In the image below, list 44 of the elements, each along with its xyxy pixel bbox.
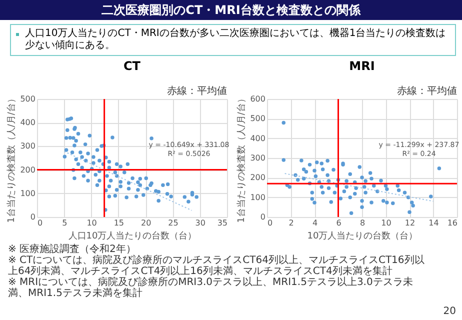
y-tick-label: 400 [20,118,36,128]
y-tick-label: 200 [250,173,266,182]
y-tick-label: 300 [20,142,36,151]
text: 20 [443,306,456,317]
text: ※ 医療施設調査（令和2年） [8,244,136,255]
y-tick-label: 500 [20,94,36,104]
x-tick-label: 5 [62,218,68,228]
text: 人口10万人当たりのCT・MRIの台数が多い二次医療圏においては、機器1台当たりの検査数は少ない傾向にある。 [10,24,456,56]
x-tick-label: 35 [217,218,228,228]
x-tick-label: 30 [195,218,206,228]
text: 赤線：平均値 [167,85,227,97]
x-tick-label: 10 [86,218,97,228]
text: ※ CTについては、病院及び診療所のマルチスライスCT64列以上、マルチスライスCT16列以上64列未満、マルチスライスCT4列以上16列未満、マルチスライスCT4列未満を集計 [8,255,426,277]
x-tick-label: 0 [38,218,43,228]
chart-title: MRI [349,59,375,73]
x-axis-title: 人口10万人当たりの台数（台） [68,230,197,242]
x-tick-label: 12 [404,218,416,228]
text: 二次医療圏別のCT・MRI台数と検査数との関係 [0,0,462,20]
y-tick-label: 100 [250,192,266,202]
x-tick-label: 2 [288,218,294,228]
x-tick-label: 25 [168,218,178,228]
y-tick-label: 400 [250,134,266,143]
y-tick-label: 0 [30,212,36,222]
x-tick-label: 15 [114,218,124,228]
y-axis-title: 1台当たりの検査数（人/月/台） [236,94,248,223]
y-tick-label: 200 [20,165,36,174]
x-tick-label: 16 [447,218,458,228]
y-tick-label: 300 [250,154,266,162]
x-tick-label: 6 [336,218,342,228]
x-axis-title: 10万人当たりの台数（台） [307,230,418,242]
y-tick-label: 500 [250,114,266,124]
x-tick-label: 10 [381,218,392,228]
y-tick-label: 600 [250,94,266,104]
text: 赤線：平均値 [397,85,457,97]
x-tick-label: 0 [268,218,273,228]
x-tick-label: 4 [312,218,318,228]
chart-title: CT [124,59,142,73]
x-tick-label: 14 [428,218,439,228]
y-tick-label: 100 [20,188,36,198]
x-tick-label: 20 [140,218,152,228]
text: ※ MRIについては、病院及び診療所のMRI3.0テスラ以上、MRI1.5テスラ以上3.0テスラ未満、MRI1.5テスラ未満を集計 [8,277,414,299]
y-tick-label: 0 [260,212,266,222]
y-axis-title: 1台当たりの検査数（人/月/台） [6,94,18,223]
x-tick-label: 8 [360,218,366,228]
